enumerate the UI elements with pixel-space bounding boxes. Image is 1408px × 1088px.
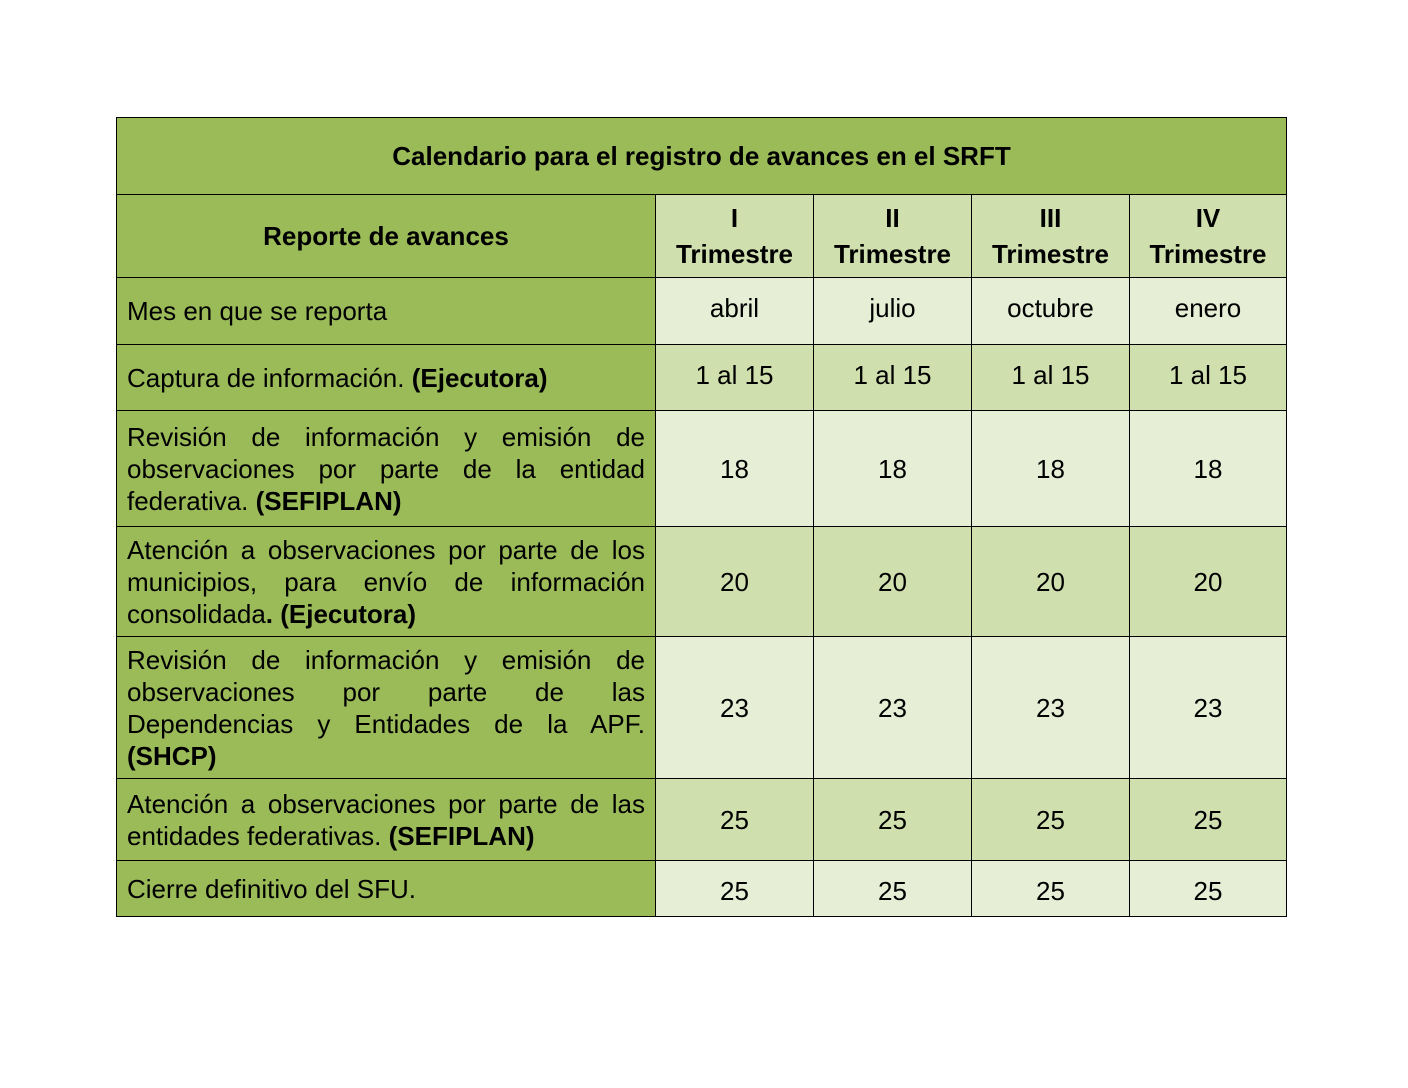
- row-label: Revisión de información y emisión de obs…: [116, 410, 656, 527]
- header-quarter-2: II Trimestre: [813, 194, 972, 278]
- header-label: Reporte de avances: [116, 194, 656, 278]
- table-row: Revisión de información y emisión de obs…: [116, 410, 1287, 527]
- table-cell: 25: [655, 778, 814, 861]
- table-cell: 25: [1129, 860, 1287, 917]
- row-label-bold: . (Ejecutora): [265, 598, 417, 629]
- quarter-numeral: III: [1039, 203, 1062, 233]
- table-cell: 25: [971, 860, 1130, 917]
- row-label-text: Atención a observaciones por parte de la…: [127, 788, 645, 851]
- table-row: Mes en que se reporta abril julio octubr…: [116, 277, 1287, 345]
- table-cell: 25: [1129, 778, 1287, 861]
- table-cell: 18: [971, 410, 1130, 527]
- table-row: Atención a observaciones por parte de lo…: [116, 526, 1287, 637]
- table-cell: abril: [655, 277, 814, 345]
- row-label-bold: (SEFIPLAN): [255, 485, 402, 516]
- table-cell: 18: [1129, 410, 1287, 527]
- row-label: Captura de información. (Ejecutora): [116, 344, 656, 411]
- table-row: Revisión de información y emisión de obs…: [116, 636, 1287, 779]
- row-label: Mes en que se reporta: [116, 277, 656, 345]
- calendar-table: Calendario para el registro de avances e…: [116, 117, 1287, 917]
- header-quarter-3: III Trimestre: [971, 194, 1130, 278]
- row-label-text: Revisión de información y emisión de obs…: [127, 644, 645, 739]
- table-cell: 20: [971, 526, 1130, 637]
- table-cell: 1 al 15: [655, 344, 814, 411]
- table-cell: 23: [971, 636, 1130, 779]
- table-cell: 25: [813, 860, 972, 917]
- quarter-word: Trimestre: [1149, 239, 1267, 269]
- table-cell: 23: [813, 636, 972, 779]
- table-cell: octubre: [971, 277, 1130, 345]
- table-cell: julio: [813, 277, 972, 345]
- quarter-word: Trimestre: [675, 239, 794, 269]
- quarter-numeral: II: [885, 203, 900, 233]
- table-cell: 18: [655, 410, 814, 527]
- table-cell: 1 al 15: [1129, 344, 1287, 411]
- table-cell: 20: [1129, 526, 1287, 637]
- row-label-bold: (SHCP): [127, 740, 217, 771]
- table-row: Cierre definitivo del SFU. 25 25 25 25: [116, 860, 1287, 917]
- row-label: Cierre definitivo del SFU.: [116, 860, 656, 917]
- row-label-text: Cierre definitivo del SFU.: [127, 873, 416, 904]
- row-label-text: Mes en que se reporta: [127, 296, 388, 326]
- table-title: Calendario para el registro de avances e…: [116, 117, 1287, 195]
- quarter-word: Trimestre: [991, 239, 1110, 269]
- table-cell: 20: [813, 526, 972, 637]
- title-row: Calendario para el registro de avances e…: [116, 117, 1287, 195]
- table-cell: 1 al 15: [971, 344, 1130, 411]
- table-cell: 1 al 15: [813, 344, 972, 411]
- quarter-numeral: I: [730, 203, 739, 233]
- table-cell: 20: [655, 526, 814, 637]
- header-row: Reporte de avances I Trimestre II Trimes…: [116, 194, 1287, 278]
- table-cell: 23: [1129, 636, 1287, 779]
- header-quarter-4: IV Trimestre: [1129, 194, 1287, 278]
- row-label-bold: (SEFIPLAN): [388, 820, 535, 851]
- row-label: Revisión de información y emisión de obs…: [116, 636, 656, 779]
- row-label-bold: (Ejecutora): [411, 362, 548, 393]
- quarter-word: Trimestre: [833, 239, 952, 269]
- table-cell: enero: [1129, 277, 1287, 345]
- row-label: Atención a observaciones por parte de lo…: [116, 526, 656, 637]
- table-cell: 23: [655, 636, 814, 779]
- row-label-text: Revisión de información y emisión de obs…: [127, 421, 645, 516]
- table-cell: 25: [971, 778, 1130, 861]
- table-cell: 25: [655, 860, 814, 917]
- table-row: Captura de información. (Ejecutora) 1 al…: [116, 344, 1287, 411]
- row-label-text: Captura de información.: [127, 362, 412, 393]
- table-cell: 18: [813, 410, 972, 527]
- table-cell: 25: [813, 778, 972, 861]
- row-label-text: Atención a observaciones por parte de lo…: [127, 534, 645, 629]
- table-row: Atención a observaciones por parte de la…: [116, 778, 1287, 861]
- header-quarter-1: I Trimestre: [655, 194, 814, 278]
- quarter-numeral: IV: [1195, 203, 1221, 233]
- row-label: Atención a observaciones por parte de la…: [116, 778, 656, 861]
